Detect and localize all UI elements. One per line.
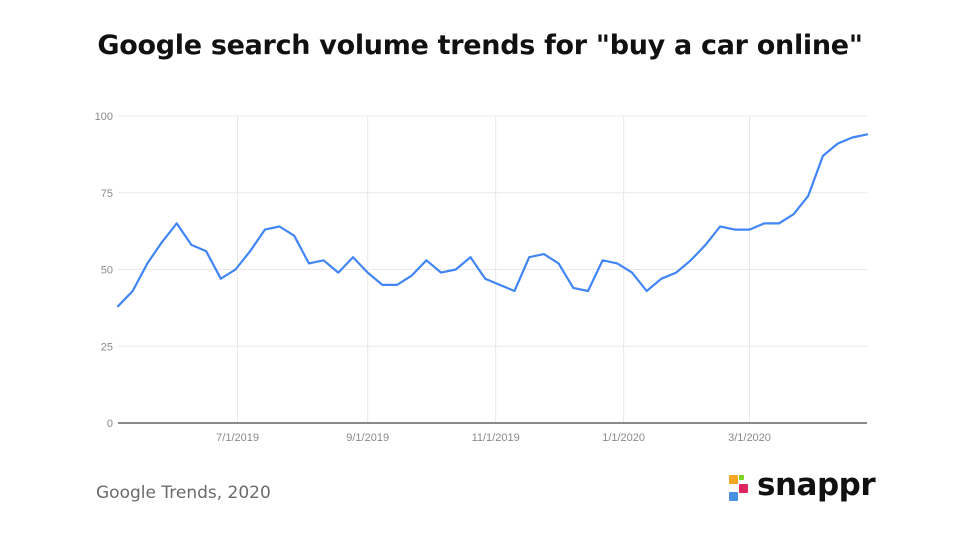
data-point <box>367 272 369 274</box>
data-point <box>602 259 604 261</box>
data-point <box>264 229 266 231</box>
data-point <box>117 305 119 307</box>
series-layer <box>116 133 869 308</box>
data-point <box>587 290 589 292</box>
data-point <box>411 275 413 277</box>
x-tick-label: 1/1/2020 <box>602 432 645 444</box>
data-point <box>763 222 765 224</box>
snappr-logo-icon <box>729 474 749 501</box>
data-point <box>558 262 560 264</box>
data-point <box>293 235 295 237</box>
x-tick-label: 9/1/2019 <box>346 432 389 444</box>
data-point <box>220 278 222 280</box>
x-tick-label: 7/1/2019 <box>216 432 259 444</box>
y-tick-label: 100 <box>95 111 113 123</box>
grid-lines <box>118 115 867 423</box>
data-point <box>631 272 633 274</box>
data-point <box>734 229 736 231</box>
y-tick-label: 50 <box>101 265 113 277</box>
data-point <box>646 290 648 292</box>
data-point <box>675 272 677 274</box>
data-point <box>866 133 868 135</box>
data-point <box>484 278 486 280</box>
data-point <box>660 278 662 280</box>
data-point <box>440 272 442 274</box>
x-tick-label: 3/1/2020 <box>728 432 771 444</box>
y-tick-label: 25 <box>101 341 113 353</box>
data-point <box>704 244 706 246</box>
source-caption: Google Trends, 2020 <box>96 483 271 503</box>
data-point <box>146 262 148 264</box>
data-point <box>851 136 853 138</box>
data-point <box>308 262 310 264</box>
tick-labels: 0 25 50 75 100 7/1/2019 9/1/2019 11/1/2019 1/1/2… <box>95 111 771 444</box>
data-point <box>278 225 280 227</box>
data-point <box>793 213 795 215</box>
data-point <box>572 287 574 289</box>
data-point <box>337 272 339 274</box>
data-point <box>352 256 354 258</box>
data-point <box>323 259 325 261</box>
series-line <box>116 133 869 308</box>
data-point <box>690 259 692 261</box>
data-point <box>469 256 471 258</box>
data-point <box>396 284 398 286</box>
data-point <box>778 222 780 224</box>
data-point <box>822 155 824 157</box>
data-point <box>161 241 163 243</box>
x-tick-label: 11/1/2019 <box>472 432 520 444</box>
y-tick-label: 0 <box>107 418 113 430</box>
data-point <box>455 268 457 270</box>
data-point <box>748 229 750 231</box>
data-point <box>425 259 427 261</box>
data-point <box>528 256 530 258</box>
data-point <box>132 290 134 292</box>
data-point <box>513 290 515 292</box>
brand: snappr <box>729 470 876 501</box>
data-point <box>234 268 236 270</box>
data-point <box>381 284 383 286</box>
data-point <box>249 250 251 252</box>
data-point <box>837 143 839 145</box>
data-point <box>190 244 192 246</box>
brand-name: snappr <box>757 467 876 503</box>
data-point <box>807 195 809 197</box>
data-point <box>543 253 545 255</box>
data-point <box>499 284 501 286</box>
y-tick-label: 75 <box>101 188 113 200</box>
data-point <box>616 262 618 264</box>
data-point <box>176 222 178 224</box>
data-point <box>719 225 721 227</box>
chart-title: Google search volume trends for "buy a c… <box>97 30 863 61</box>
data-point <box>205 250 207 252</box>
